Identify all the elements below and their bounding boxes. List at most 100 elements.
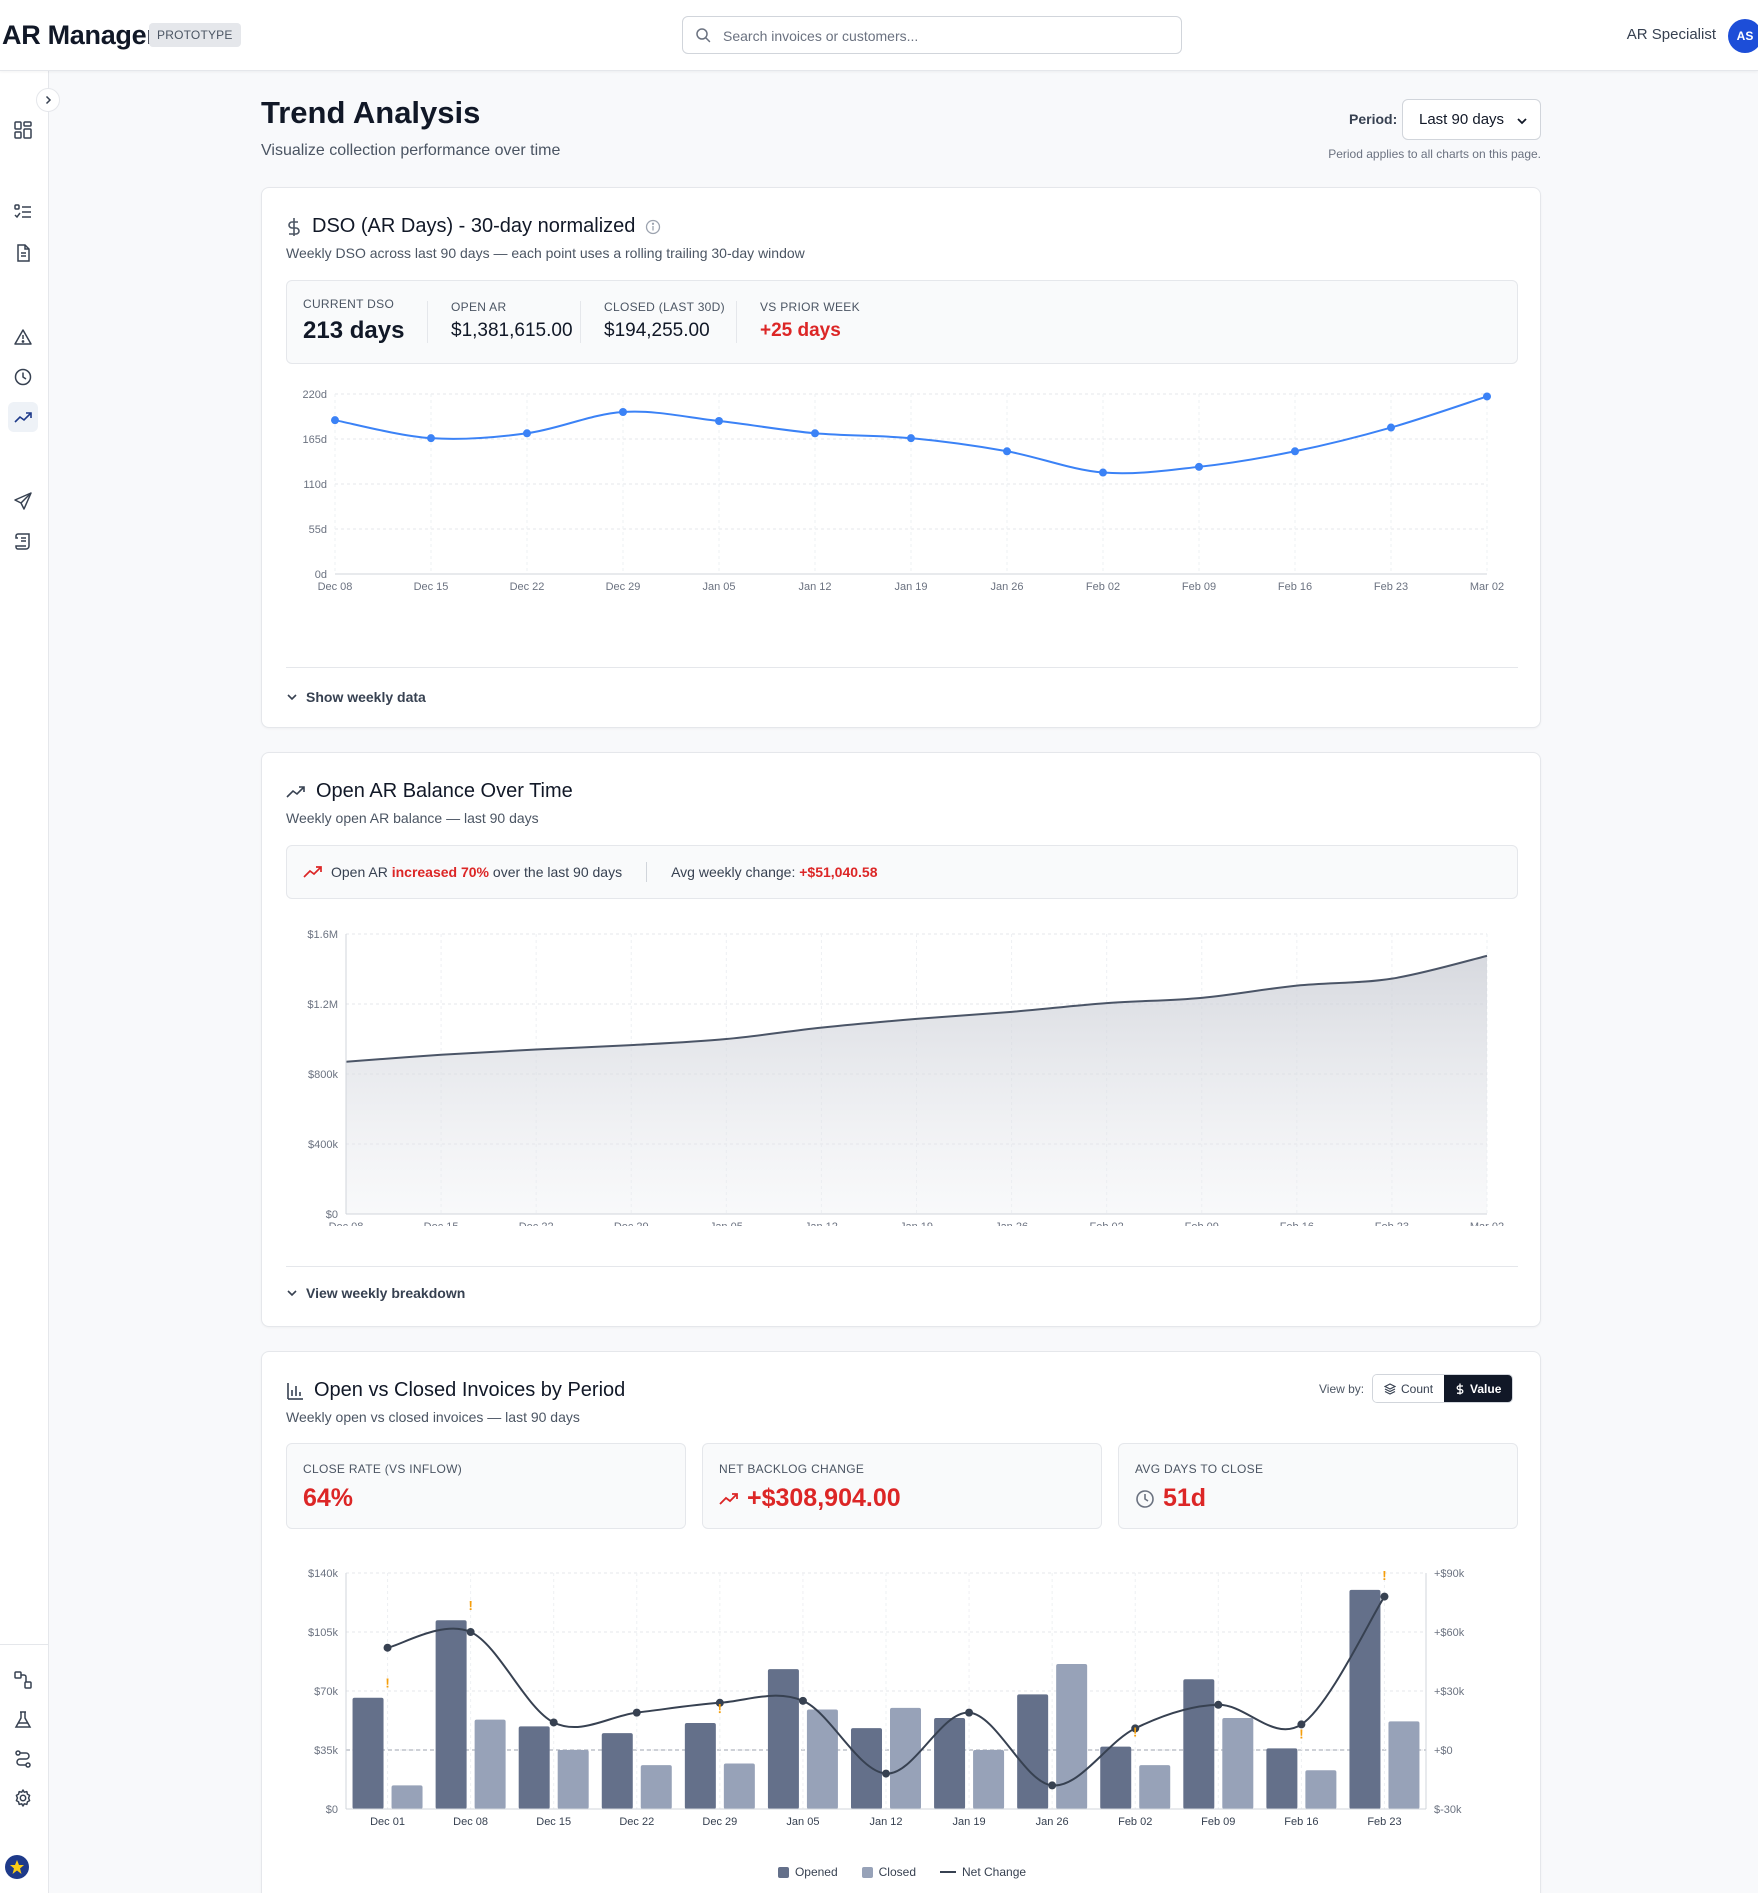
open-ar-series-line (345, 954, 1488, 1063)
sidebar-item-outreach[interactable] (8, 486, 38, 516)
avatar[interactable]: AS (1728, 19, 1758, 53)
sidebar-item-workflows[interactable] (8, 1665, 38, 1695)
warning-flag: ! (468, 1598, 472, 1613)
bar-closed (1305, 1770, 1337, 1809)
sidebar-item-routing[interactable] (8, 1744, 38, 1774)
legend-closed: Closed (861, 1865, 916, 1879)
x-tick-label: Dec 22 (510, 581, 545, 593)
stat-open-ar: OPEN AR $1,381,615.00 (451, 300, 573, 342)
dso-card-title: DSO (AR Days) - 30-day normalized (286, 215, 661, 238)
settings-gear-icon (15, 1789, 31, 1807)
y-tick-label: 220d (303, 389, 327, 401)
legend-swatch (861, 1866, 873, 1878)
clock-icon (14, 368, 32, 386)
y-tick-label: $800k (308, 1069, 338, 1081)
trend-up-icon (303, 866, 322, 878)
sidebar-item-dashboard[interactable] (8, 115, 38, 145)
view-value-button[interactable]: Value (1444, 1375, 1513, 1402)
bar-opened (1183, 1679, 1215, 1809)
legend-label: Opened (794, 1865, 838, 1879)
summary-pre: Open AR (331, 864, 388, 880)
sidebar-item-trends[interactable] (8, 402, 38, 432)
sidebar-item-experiments[interactable] (8, 1705, 38, 1735)
dso-data-point (1291, 447, 1299, 456)
open-closed-title-text: Open vs Closed Invoices by Period (314, 1379, 626, 1401)
chevron-down-icon (287, 694, 297, 701)
y-tick-label: 55d (309, 524, 327, 536)
stat-label: CLOSED (LAST 30D) (604, 300, 725, 314)
info-icon[interactable] (645, 219, 661, 235)
legend-label: Net Change (962, 1865, 1027, 1879)
dashboard-grid-icon (14, 121, 32, 139)
prototype-badge: PROTOTYPE (149, 23, 241, 47)
stat-divider (427, 301, 428, 343)
y-tick-label: $400k (308, 1139, 338, 1151)
dso-data-point (619, 408, 627, 416)
stat-divider (580, 301, 581, 343)
view-weekly-breakdown-toggle[interactable]: View weekly breakdown (286, 1285, 465, 1301)
net-change-point (1131, 1724, 1140, 1733)
net-change-point (383, 1643, 392, 1652)
x-tick-label: Feb 16 (1278, 581, 1312, 593)
view-by-toggle: Count Value (1372, 1374, 1514, 1403)
x-tick-label: Jan 05 (702, 581, 735, 593)
x-tick-label: Dec 29 (702, 1816, 737, 1827)
open-ar-area-fill (346, 955, 1487, 1214)
bar-opened (684, 1723, 716, 1809)
document-icon (17, 244, 30, 262)
y-tick-label: $0 (326, 1209, 338, 1221)
sidebar-item-invoices[interactable] (8, 238, 38, 268)
stat-value: 213 days (303, 317, 405, 344)
chevron-right-icon (45, 95, 52, 105)
user-role[interactable]: AR Specialist (1626, 26, 1716, 43)
view-count-button[interactable]: Count (1373, 1375, 1445, 1402)
page-subtitle: Visualize collection performance over ti… (261, 142, 561, 159)
y-tick-label: $105k (308, 1627, 338, 1639)
summary-post: over the last 90 days (492, 864, 623, 880)
bar-opened (601, 1733, 633, 1809)
show-weekly-data-toggle[interactable]: Show weekly data (286, 689, 426, 705)
dso-data-point (1483, 392, 1491, 401)
bar-closed (391, 1785, 423, 1809)
y-right-tick-label: +$30k (1434, 1686, 1465, 1698)
stat-vs-prior-week: VS PRIOR WEEK +25 days (760, 300, 860, 342)
company-logo (5, 1855, 29, 1879)
sidebar-item-ledger[interactable] (8, 526, 38, 556)
trend-up-icon (719, 1492, 738, 1505)
net-change-point (1048, 1781, 1057, 1790)
sidebar-item-aging[interactable] (8, 362, 38, 392)
dso-data-point (811, 429, 819, 438)
sidebar-item-settings[interactable] (8, 1783, 38, 1813)
sidebar-item-tasks[interactable] (8, 197, 38, 227)
dso-data-point (523, 429, 531, 438)
sidebar-item-alerts[interactable] (8, 322, 38, 352)
x-tick-label: Dec 15 (536, 1816, 571, 1827)
bar-opened (1349, 1589, 1381, 1809)
bar-closed (723, 1763, 755, 1809)
kpi-avg-days-close: AVG DAYS TO CLOSE 51d (1118, 1443, 1518, 1529)
send-icon (14, 492, 32, 510)
summary-highlight: increased 70% (391, 864, 490, 880)
toggle-label: View weekly breakdown (306, 1285, 466, 1301)
routing-icon (15, 1750, 31, 1768)
x-tick-label: Feb 09 (1185, 1221, 1219, 1226)
open-closed-bar-chart: $0 $35k $70k $105k $140k $-30k +$0 +$30k +$60k +$… (308, 1568, 1465, 1827)
open-ar-summary: Open AR increased 70% over the last 90 d… (286, 845, 1518, 899)
dso-stats: CURRENT DSO 213 days OPEN AR $1,381,615.… (286, 280, 1518, 364)
search-box[interactable] (682, 16, 1182, 54)
period-select[interactable]: Last 90 days (1402, 99, 1541, 140)
stat-label: VS PRIOR WEEK (760, 300, 860, 314)
stat-value: $1,381,615.00 (451, 320, 573, 341)
sidebar-collapse-button[interactable] (36, 88, 60, 112)
search-input[interactable] (723, 25, 1163, 47)
star-logo-icon (10, 1860, 24, 1874)
x-tick-label: Dec 15 (414, 581, 449, 593)
x-tick-label: Feb 02 (1086, 581, 1120, 593)
workflow-icon (14, 1671, 32, 1689)
bar-opened (767, 1669, 799, 1809)
sidebar-divider (0, 1644, 49, 1645)
summary-divider (646, 862, 648, 882)
flask-icon (14, 1711, 32, 1728)
stat-current-dso: CURRENT DSO 213 days (303, 297, 404, 345)
x-tick-label: Feb 23 (1375, 1221, 1409, 1226)
